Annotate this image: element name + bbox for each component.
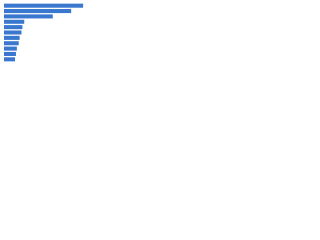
- bar: [4, 19, 25, 24]
- bar: [4, 30, 22, 35]
- bar: [4, 9, 72, 14]
- bar: [4, 46, 17, 51]
- bar: [4, 3, 84, 8]
- bar: [4, 57, 16, 62]
- bar: [4, 35, 20, 40]
- chart: [4, 3, 84, 62]
- bar: [4, 41, 19, 46]
- page: {"chart_data": {"type": "bar", "orientat…: [0, 0, 100, 71]
- bar: [4, 51, 16, 56]
- bar: [4, 14, 53, 19]
- bar: [4, 25, 23, 30]
